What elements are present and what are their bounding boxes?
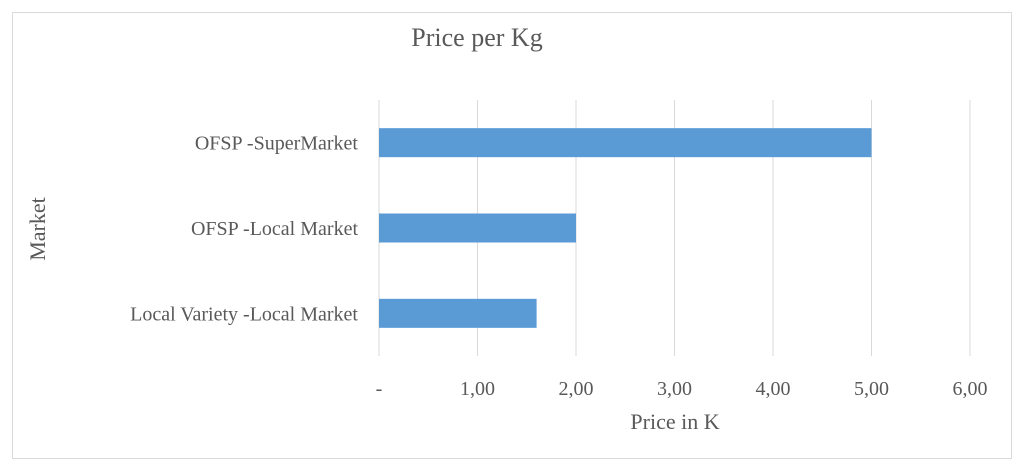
- x-tick-label: -: [376, 378, 383, 400]
- category-label: Local Variety -Local Market: [130, 303, 358, 325]
- bar: [379, 213, 576, 243]
- bar: [379, 298, 537, 328]
- x-tick-labels: - 1,00 2,00 3,00 4,00 5,00 6,00: [376, 378, 988, 400]
- category-label: OFSP -SuperMarket: [195, 133, 359, 155]
- chart-title: Price per Kg: [411, 23, 542, 52]
- y-axis-title: Market: [25, 197, 50, 261]
- bar: [379, 128, 872, 158]
- x-tick-label: 3,00: [657, 378, 692, 400]
- category-label: OFSP -Local Market: [191, 218, 358, 240]
- x-tick-label: 5,00: [854, 378, 889, 400]
- x-tick-label: 2,00: [559, 378, 594, 400]
- x-axis-title: Price in K: [630, 409, 719, 434]
- category-labels: OFSP -SuperMarket OFSP -Local Market Local…: [130, 133, 358, 326]
- x-tick-label: 6,00: [953, 378, 988, 400]
- x-tick-label: 1,00: [460, 378, 495, 400]
- bars: [379, 128, 872, 328]
- x-tick-label: 4,00: [756, 378, 791, 400]
